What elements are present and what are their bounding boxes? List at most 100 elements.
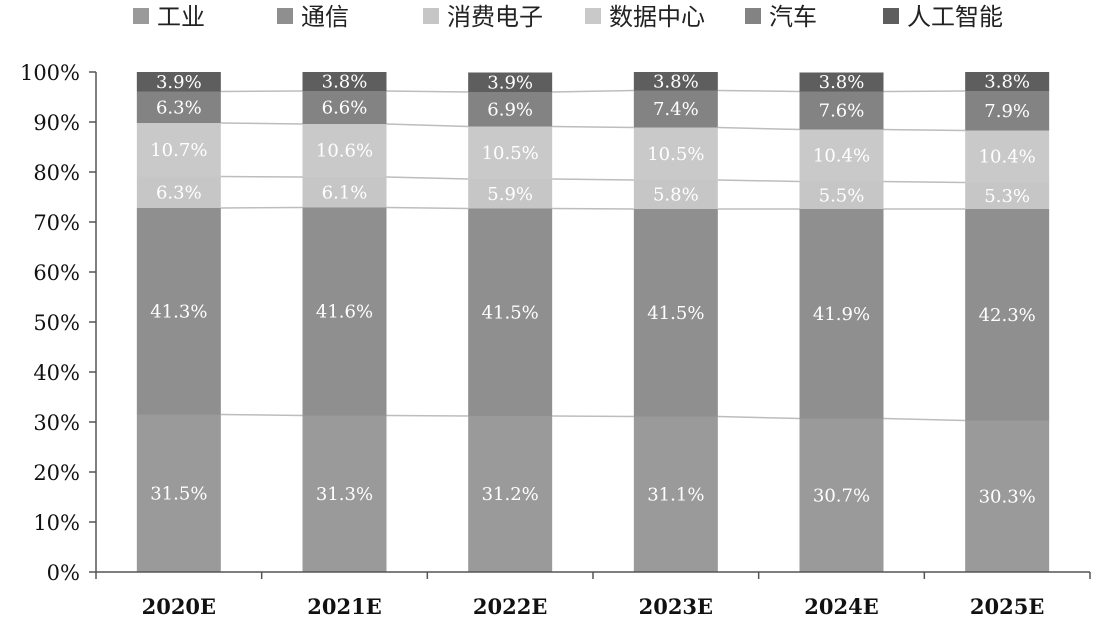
- data-label-series-5-2024E: 7.6%: [819, 101, 865, 122]
- bar-series-4-2023E: [633, 127, 718, 180]
- legend-swatch-series-1: [133, 8, 149, 24]
- bar-series-1-2020E: [136, 414, 221, 572]
- bar-series-1-2022E: [468, 416, 553, 572]
- y-tick-label-30: 30%: [33, 411, 80, 435]
- legend-swatch-series-6: [883, 8, 899, 24]
- legend-swatch-series-2: [277, 8, 293, 24]
- connector-series-5-4: [717, 89, 800, 93]
- bar-series-2-2021E: [302, 207, 387, 416]
- connector-series-4-1: [220, 122, 303, 125]
- y-tick-label-60: 60%: [33, 261, 80, 285]
- connector-series-3-3: [552, 178, 634, 181]
- x-tick-label-2024E: 2024E: [804, 594, 878, 619]
- data-label-series-6-2022E: 3.9%: [487, 72, 533, 93]
- data-label-series-1-2023E: 31.1%: [647, 484, 704, 505]
- connector-series-5-1: [220, 90, 303, 93]
- y-tick-label-10: 10%: [33, 511, 80, 535]
- data-label-series-1-2021E: 31.3%: [316, 484, 373, 505]
- connector-series-4-4: [717, 126, 800, 131]
- data-label-series-1-2024E: 30.7%: [813, 485, 870, 506]
- legend-swatch-series-4: [585, 8, 601, 24]
- bar-series-5-2021E: [302, 91, 387, 124]
- connector-series-4-2: [386, 123, 469, 128]
- data-label-series-5-2020E: 6.3%: [156, 97, 202, 118]
- bar-series-3-2023E: [633, 180, 718, 209]
- legend-label-series-4: 数据中心: [609, 3, 705, 31]
- connector-series-4-5: [883, 128, 966, 132]
- legend-swatch-series-3: [423, 8, 439, 24]
- bar-series-5-2023E: [633, 90, 718, 128]
- y-tick-label-20: 20%: [33, 461, 80, 485]
- data-label-series-5-2022E: 6.9%: [487, 99, 533, 120]
- connector-series-3-5: [883, 180, 966, 184]
- data-label-series-6-2024E: 3.8%: [819, 72, 865, 93]
- data-label-series-6-2023E: 3.8%: [653, 71, 699, 92]
- connector-series-2-2: [386, 206, 469, 210]
- legend-swatch-series-5: [745, 8, 761, 24]
- connector-series-5-5: [883, 90, 966, 93]
- bar-series-3-2024E: [799, 181, 884, 209]
- connector-series-3-1: [220, 175, 303, 178]
- data-label-series-5-2025E: 7.9%: [984, 101, 1030, 122]
- bar-series-2-2024E: [799, 209, 884, 419]
- y-tick-label-90: 90%: [33, 111, 80, 135]
- connector-series-1-2: [386, 414, 469, 417]
- data-label-series-4-2023E: 10.5%: [647, 144, 704, 165]
- connector-series-1-1: [220, 413, 303, 417]
- bar-series-3-2025E: [965, 182, 1050, 209]
- bar-series-2-2022E: [468, 208, 553, 416]
- data-label-series-2-2023E: 41.5%: [647, 303, 704, 324]
- bar-series-5-2024E: [799, 91, 884, 130]
- bar-series-3-2022E: [468, 179, 553, 209]
- connector-series-3-2: [386, 176, 469, 180]
- data-label-series-6-2021E: 3.8%: [322, 72, 368, 93]
- x-tick-label-2020E: 2020E: [142, 594, 216, 619]
- y-tick-label-50: 50%: [33, 311, 80, 335]
- legend-label-series-5: 汽车: [769, 3, 817, 31]
- bar-series-1-2025E: [965, 420, 1050, 572]
- data-label-series-3-2021E: 6.1%: [322, 182, 368, 203]
- y-tick-label-40: 40%: [33, 361, 80, 385]
- data-label-series-2-2022E: 41.5%: [482, 302, 539, 323]
- data-label-series-5-2023E: 7.4%: [653, 99, 699, 120]
- y-axis: 0% 10% 20% 30% 40% 50% 60% 70% 80% 90% 100%: [20, 61, 97, 585]
- bar-series-4-2021E: [302, 124, 387, 177]
- bar-series-6-2025E: [965, 72, 1050, 91]
- data-label-series-4-2021E: 10.6%: [316, 141, 373, 162]
- bar-series-2-2020E: [136, 208, 221, 415]
- x-tick-label-2021E: 2021E: [307, 594, 381, 619]
- bar-series-1-2021E: [302, 415, 387, 572]
- x-tick-label-2022E: 2022E: [473, 594, 547, 619]
- legend-label-series-2: 通信: [301, 3, 349, 31]
- y-tick-label-100: 100%: [20, 61, 80, 85]
- bar-series-6-2020E: [136, 72, 221, 92]
- bar-series-1-2023E: [633, 416, 718, 572]
- bar-series-4-2024E: [799, 129, 884, 182]
- connector-series-3-4: [717, 179, 800, 183]
- data-label-series-3-2025E: 5.3%: [984, 186, 1030, 207]
- x-tick-label-2025E: 2025E: [970, 594, 1044, 619]
- y-tick-label-0: 0%: [47, 561, 80, 585]
- bar-series-5-2020E: [136, 91, 221, 123]
- data-label-series-6-2020E: 3.9%: [156, 72, 202, 93]
- bar-series-2-2023E: [633, 209, 718, 417]
- connector-series-1-3: [552, 415, 634, 418]
- legend: 工业 通信 消费电子 数据中心 汽车 人工智能: [133, 3, 1003, 31]
- connector-series-5-3: [552, 89, 634, 93]
- data-label-series-1-2025E: 30.3%: [979, 486, 1036, 507]
- bar-series-1-2024E: [799, 418, 884, 572]
- data-label-series-6-2025E: 3.8%: [984, 72, 1030, 93]
- bar-series-4-2022E: [468, 126, 553, 179]
- bar-series-3-2021E: [302, 177, 387, 208]
- bar-series-6-2023E: [633, 72, 718, 91]
- data-label-series-3-2024E: 5.5%: [819, 185, 865, 206]
- data-label-series-4-2020E: 10.7%: [150, 140, 207, 161]
- connector-series-4-3: [552, 125, 634, 129]
- bars: [136, 72, 1050, 572]
- x-axis: 2020E 2021E 2022E 2023E 2024E 2025E: [95, 571, 1091, 619]
- bar-series-3-2020E: [136, 176, 221, 208]
- legend-label-series-3: 消费电子: [447, 3, 543, 31]
- bar-series-5-2022E: [468, 92, 553, 127]
